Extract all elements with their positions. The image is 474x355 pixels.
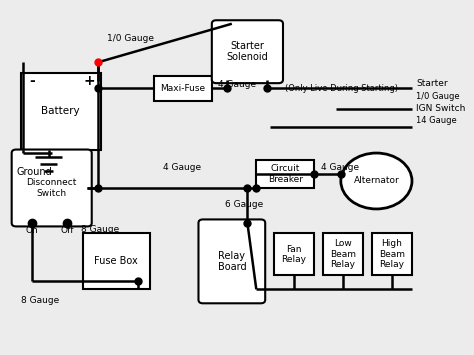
Circle shape <box>341 153 412 209</box>
Text: +: + <box>84 75 95 88</box>
Text: Fuse Box: Fuse Box <box>94 256 138 266</box>
Text: -: - <box>29 75 35 88</box>
FancyBboxPatch shape <box>372 233 412 275</box>
Text: On: On <box>26 226 38 235</box>
Text: 4 Gauge: 4 Gauge <box>321 163 359 172</box>
Text: Alternator: Alternator <box>354 176 399 186</box>
Text: 14 Gauge: 14 Gauge <box>417 116 457 125</box>
Text: Disconnect
Switch: Disconnect Switch <box>27 178 77 198</box>
FancyBboxPatch shape <box>199 219 265 303</box>
Text: Off: Off <box>61 226 74 235</box>
FancyBboxPatch shape <box>12 149 92 226</box>
FancyBboxPatch shape <box>212 20 283 83</box>
Text: Ground: Ground <box>16 167 52 177</box>
Text: (Only Live During Starting): (Only Live During Starting) <box>285 84 398 93</box>
Text: 8 Gauge: 8 Gauge <box>20 296 59 305</box>
Text: Fan
Relay: Fan Relay <box>282 245 307 264</box>
FancyBboxPatch shape <box>256 160 314 188</box>
FancyBboxPatch shape <box>20 73 100 149</box>
Text: 1/0 Gauge: 1/0 Gauge <box>107 34 155 43</box>
Text: 8 Gauge: 8 Gauge <box>81 225 119 234</box>
Text: 6 Gauge: 6 Gauge <box>225 200 264 209</box>
Text: IGN Switch: IGN Switch <box>417 104 466 113</box>
Text: Low
Beam
Relay: Low Beam Relay <box>330 240 356 269</box>
Text: Battery: Battery <box>41 106 80 116</box>
Text: Starter: Starter <box>417 80 448 88</box>
FancyBboxPatch shape <box>323 233 363 275</box>
Text: Maxi-Fuse: Maxi-Fuse <box>160 84 205 93</box>
FancyBboxPatch shape <box>154 76 212 100</box>
Text: High
Beam
Relay: High Beam Relay <box>379 240 405 269</box>
FancyBboxPatch shape <box>274 233 314 275</box>
Text: 4 Gauge: 4 Gauge <box>219 80 256 89</box>
Text: 4 Gauge: 4 Gauge <box>163 163 201 172</box>
Text: 1/0 Gauge: 1/0 Gauge <box>417 92 460 101</box>
Text: Starter
Solenoid: Starter Solenoid <box>227 41 268 62</box>
FancyBboxPatch shape <box>83 233 150 289</box>
Text: Relay
Board: Relay Board <box>218 251 246 272</box>
Text: Circuit
Breaker: Circuit Breaker <box>268 164 303 184</box>
